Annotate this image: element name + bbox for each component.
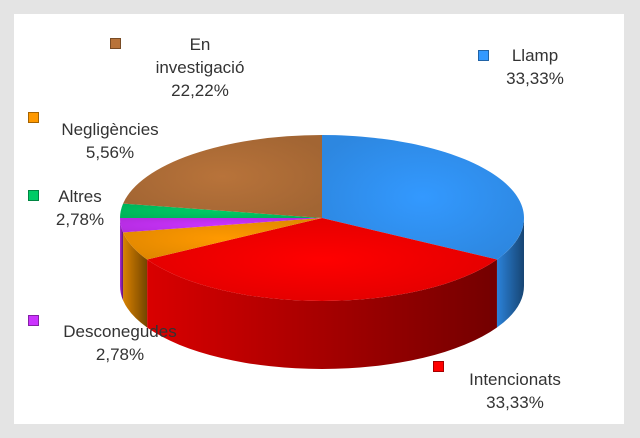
pie-side	[147, 259, 497, 369]
legend-swatch	[478, 50, 489, 61]
legend-swatch	[28, 315, 39, 326]
data-label: En investigació 22,22%	[140, 33, 260, 102]
data-label: Altres 2,78%	[40, 185, 120, 231]
pie-side	[123, 232, 148, 328]
label-value: 2,78%	[95, 345, 145, 364]
label-value: 33,33%	[506, 69, 564, 88]
data-label: Negligències 5,56%	[40, 118, 180, 164]
label-name: Desconegudes	[63, 322, 177, 341]
label-value: 33,33%	[486, 393, 544, 412]
pie-slice	[147, 218, 497, 301]
legend-swatch	[433, 361, 444, 372]
data-label: Llamp 33,33%	[480, 44, 590, 90]
label-name: Intencionats	[469, 370, 561, 389]
label-value: 22,22%	[171, 81, 229, 100]
pie-slice	[120, 203, 322, 218]
pie-side	[496, 218, 524, 328]
label-value: 2,78%	[55, 210, 105, 229]
data-label: Desconegudes 2,78%	[45, 320, 195, 366]
label-value: 5,56%	[85, 143, 135, 162]
pie-slice	[123, 135, 322, 218]
label-name: En investigació	[155, 35, 245, 77]
label-name: Llamp	[511, 46, 559, 65]
data-label: Intencionats 33,33%	[445, 368, 585, 414]
legend-swatch	[28, 112, 39, 123]
pie-slice	[123, 218, 322, 260]
legend-swatch	[110, 38, 121, 49]
label-name: Altres	[58, 187, 102, 206]
pie-slice	[322, 135, 524, 260]
pie-side	[120, 218, 124, 301]
pie-slice	[120, 218, 322, 233]
legend-swatch	[28, 190, 39, 201]
label-name: Negligències	[61, 120, 159, 139]
